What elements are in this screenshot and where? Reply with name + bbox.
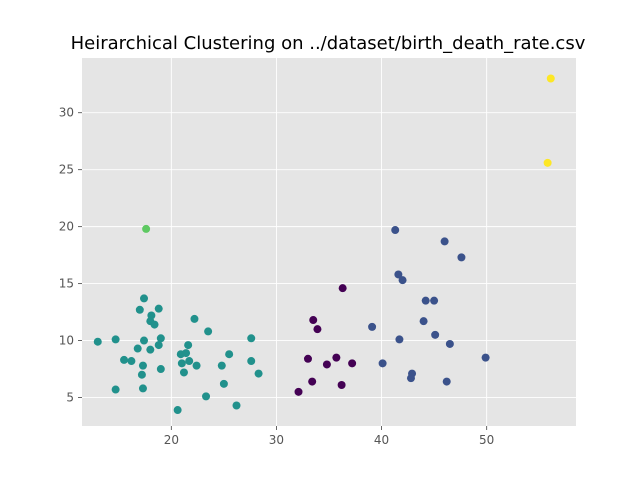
data-point [127,357,136,366]
data-point [156,365,165,374]
data-point [173,406,182,415]
data-point [313,325,322,334]
data-point [146,345,155,354]
data-point [247,357,256,366]
x-tick-label: 50 [479,433,494,447]
data-point [147,311,156,320]
data-point [204,327,213,336]
data-point [135,305,144,314]
data-point [232,401,241,410]
y-tick-label: 5 [66,391,74,405]
data-point [337,380,346,389]
data-point [440,237,449,246]
chart-title: Heirarchical Clustering on ../dataset/bi… [71,33,586,54]
data-point [192,361,201,370]
data-point [431,330,440,339]
y-tick-label: 15 [59,277,74,291]
data-point [156,334,165,343]
data-point [294,387,303,396]
data-point [391,226,400,235]
plot-area [82,58,576,426]
data-point [150,320,159,329]
data-point [140,336,149,345]
data-point [93,337,102,346]
x-tick-label: 40 [374,433,389,447]
data-point [138,384,147,393]
data-point [395,335,404,344]
data-point [303,354,312,363]
data-point [442,377,451,386]
data-point [154,304,163,313]
data-point [133,344,142,353]
data-point [430,296,439,305]
data-point [481,353,490,362]
data-point [338,284,347,293]
data-point [142,224,151,233]
data-point [421,296,430,305]
data-point [177,359,186,368]
data-point [457,253,466,262]
data-point [185,357,194,366]
data-point [138,361,147,370]
data-point [111,385,120,394]
data-point [378,359,387,368]
x-axis: 20 30 40 50 [164,426,494,447]
data-point [247,334,256,343]
data-point [368,322,377,331]
data-point [225,350,234,359]
data-points [93,74,555,415]
data-point [332,353,341,362]
data-point [322,360,331,369]
x-tick-label: 30 [269,433,284,447]
data-point [154,341,163,350]
data-point [179,368,188,377]
data-point [140,294,149,303]
y-axis: 5 10 15 20 25 30 [59,106,82,405]
y-tick-label: 10 [59,334,74,348]
data-point [219,379,228,388]
data-point [419,317,428,326]
data-point [408,369,417,378]
data-point [202,392,211,401]
data-point [543,158,552,167]
data-point [546,74,555,83]
data-point [137,370,146,379]
data-point [111,335,120,344]
y-tick-label: 30 [59,106,74,120]
y-tick-label: 20 [59,220,74,234]
data-point [120,355,129,364]
y-tick-label: 25 [59,163,74,177]
grid-lines [82,58,576,426]
data-point [398,276,407,285]
data-point [217,361,226,370]
data-point [190,314,199,323]
data-point [308,377,317,386]
data-point [184,341,193,350]
data-point [445,339,454,348]
data-point [309,316,318,325]
data-point [254,369,263,378]
data-point [394,270,403,279]
data-point [348,359,357,368]
x-tick-label: 20 [164,433,179,447]
data-point [182,349,191,358]
